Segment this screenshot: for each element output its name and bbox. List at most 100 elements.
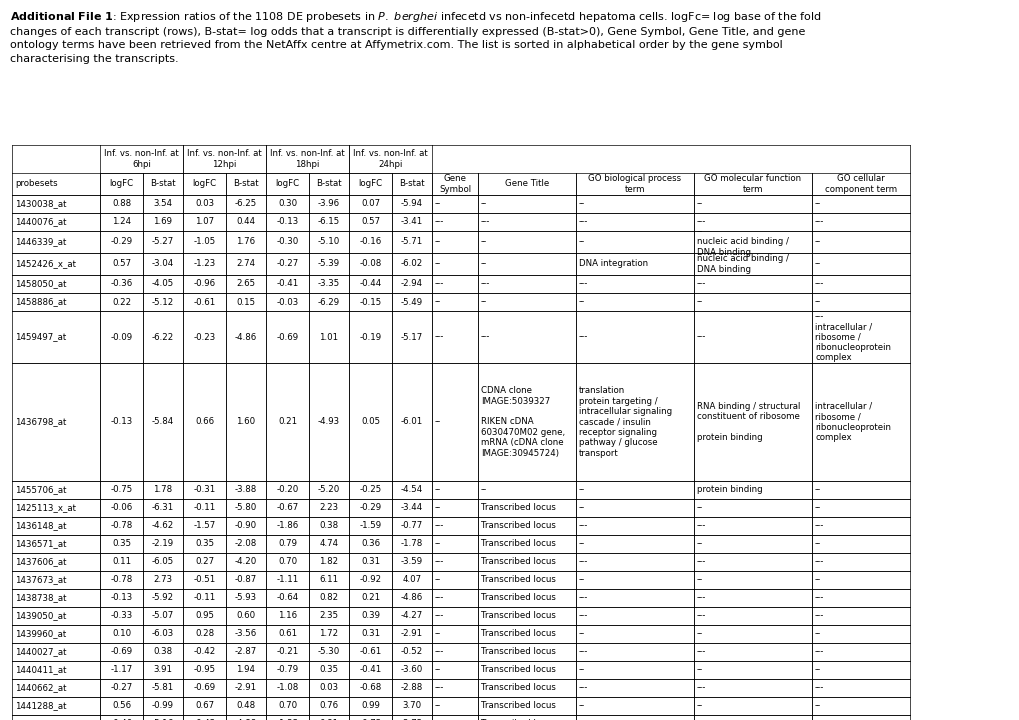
Text: Inf. vs. non-Inf. at
24hpi: Inf. vs. non-Inf. at 24hpi [353,149,427,168]
Text: -2.19: -2.19 [152,539,174,549]
Text: -0.92: -0.92 [359,575,381,585]
Text: 0.70: 0.70 [277,701,297,711]
Text: CDNA clone
IMAGE:5039327

RIKEN cDNA
6030470M02 gene,
mRNA (cDNA clone
IMAGE:309: CDNA clone IMAGE:5039327 RIKEN cDNA 6030… [481,387,565,458]
Text: --: -- [481,485,487,495]
Text: Transcribed locus: Transcribed locus [481,647,555,657]
Text: --: -- [434,485,441,495]
Text: 1437606_at: 1437606_at [15,557,66,567]
Text: -4.27: -4.27 [400,611,423,621]
Text: -1.11: -1.11 [276,575,299,585]
Text: Transcribed locus: Transcribed locus [481,521,555,531]
Text: 0.28: 0.28 [195,629,214,639]
Text: --: -- [579,297,585,307]
Text: Transcribed locus: Transcribed locus [481,665,555,675]
Text: ---: --- [579,593,588,603]
Text: 2.35: 2.35 [319,611,338,621]
Text: -0.09: -0.09 [110,333,132,341]
Text: 0.35: 0.35 [195,539,214,549]
Text: --: -- [579,485,585,495]
Text: probesets: probesets [15,179,57,189]
Text: ---: --- [696,521,706,531]
Text: -5.92: -5.92 [152,593,174,603]
Text: -0.41: -0.41 [276,279,299,289]
Text: 0.05: 0.05 [361,418,380,426]
Text: -0.31: -0.31 [194,485,215,495]
Text: ---
intracellular /
ribosome /
ribonucleoprotein
complex: --- intracellular / ribosome / ribonucle… [814,312,891,362]
Text: -4.62: -4.62 [152,521,174,531]
Text: 6.11: 6.11 [319,575,338,585]
Text: 0.21: 0.21 [361,593,380,603]
Text: --: -- [579,701,585,711]
Text: ---: --- [481,279,490,289]
Text: -1.05: -1.05 [194,238,215,246]
Text: ---: --- [434,557,444,567]
Text: 1.24: 1.24 [112,217,130,227]
Text: 1.76: 1.76 [236,238,256,246]
Text: translation
protein targeting /
intracellular signaling
cascade / insulin
recept: translation protein targeting / intracel… [579,387,672,458]
Text: 0.67: 0.67 [195,701,214,711]
Text: 0.07: 0.07 [361,199,380,209]
Text: Transcribed locus: Transcribed locus [481,575,555,585]
Text: 4.74: 4.74 [319,539,338,549]
Text: B-stat: B-stat [150,179,175,189]
Text: logFC: logFC [193,179,216,189]
Text: -0.03: -0.03 [276,297,299,307]
Text: 0.35: 0.35 [319,665,338,675]
Text: -4.86: -4.86 [234,333,257,341]
Text: B-stat: B-stat [233,179,259,189]
Text: ---: --- [434,683,444,693]
Text: --: -- [814,575,820,585]
Text: logFC: logFC [358,179,382,189]
Text: 0.11: 0.11 [112,557,130,567]
Text: -0.99: -0.99 [152,701,174,711]
Text: ---: --- [579,333,588,341]
Text: --: -- [696,199,702,209]
Text: -5.27: -5.27 [152,238,174,246]
Text: -2.91: -2.91 [234,683,257,693]
Text: nucleic acid binding /
DNA binding: nucleic acid binding / DNA binding [696,254,788,274]
Text: -0.52: -0.52 [400,647,423,657]
Text: 0.88: 0.88 [112,199,130,209]
Text: 1446339_at: 1446339_at [15,238,66,246]
Text: -6.03: -6.03 [152,629,174,639]
Text: -1.08: -1.08 [276,683,299,693]
Text: -5.39: -5.39 [318,259,339,269]
Text: -0.75: -0.75 [110,485,132,495]
Text: RNA binding / structural
constituent of ribosome

protein binding: RNA binding / structural constituent of … [696,402,800,442]
Text: -0.64: -0.64 [276,593,299,603]
Text: --: -- [696,701,702,711]
Text: -5.10: -5.10 [318,238,339,246]
Text: -0.41: -0.41 [359,665,381,675]
Text: -5.30: -5.30 [318,647,339,657]
Text: -0.42: -0.42 [194,647,215,657]
Text: --: -- [814,199,820,209]
Text: GO cellular
component term: GO cellular component term [824,174,896,194]
Text: --: -- [434,665,441,675]
Text: ---: --- [481,217,490,227]
Text: Inf. vs. non-Inf. at
6hpi: Inf. vs. non-Inf. at 6hpi [104,149,178,168]
Text: --
nucleic acid binding /
DNA binding: -- nucleic acid binding / DNA binding [696,227,788,257]
Text: --: -- [481,297,487,307]
Text: ---: --- [579,611,588,621]
Text: -1.23: -1.23 [194,259,215,269]
Text: -0.90: -0.90 [234,521,257,531]
Text: ---: --- [814,647,823,657]
Text: 2.73: 2.73 [153,575,172,585]
Text: -0.15: -0.15 [359,297,381,307]
Text: Transcribed locus: Transcribed locus [481,593,555,603]
Text: --: -- [434,297,441,307]
Text: -6.02: -6.02 [400,259,423,269]
Text: ---: --- [696,683,706,693]
Text: --: -- [814,297,820,307]
Text: 0.03: 0.03 [319,683,338,693]
Text: -0.30: -0.30 [276,238,299,246]
Text: 0.60: 0.60 [236,611,256,621]
Text: --: -- [696,575,702,585]
Text: --: -- [434,629,441,639]
Text: 2.65: 2.65 [236,279,256,289]
Text: --: -- [434,418,441,426]
Text: -2.94: -2.94 [400,279,423,289]
Text: -5.81: -5.81 [152,683,174,693]
Text: --: -- [579,629,585,639]
Text: -0.61: -0.61 [194,297,215,307]
